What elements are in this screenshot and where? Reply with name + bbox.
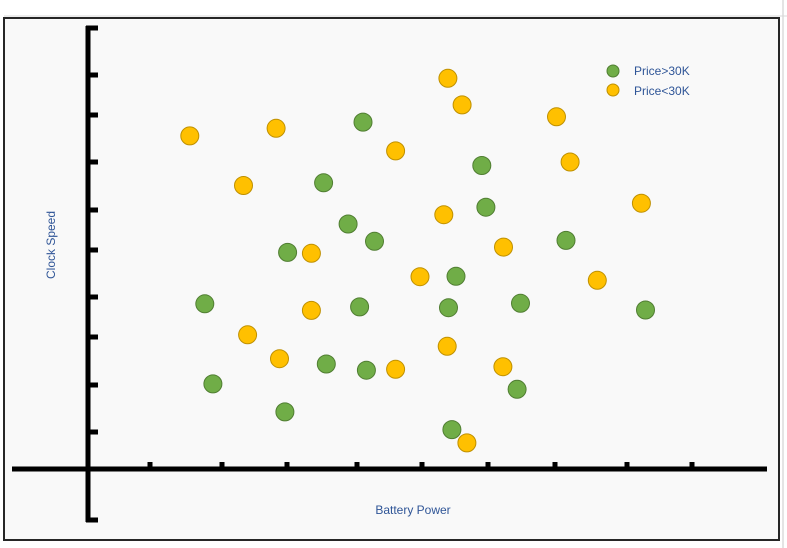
point-price-below-30k-18: [270, 349, 289, 369]
data-points: [180, 68, 655, 453]
point-price-above-30k-1: [353, 112, 373, 132]
legend-marker-price-below-30k: [606, 83, 620, 97]
x-axis-label: Battery Power: [375, 503, 450, 517]
point-price-above-30k-13: [511, 293, 530, 313]
point-price-below-30k-10: [434, 205, 454, 225]
point-price-above-30k-3: [472, 156, 492, 175]
point-price-above-30k-4: [338, 214, 358, 234]
point-price-below-30k-12: [301, 243, 321, 263]
y-axis-label: Clock Speed: [44, 211, 58, 279]
axis-ticks: [86, 25, 695, 523]
point-price-below-30k-20: [493, 357, 513, 377]
point-price-above-30k-18: [507, 379, 527, 399]
point-price-above-30k-7: [365, 231, 384, 251]
legend-label-price-above-30k: Price>30K: [634, 64, 690, 78]
point-price-above-30k-16: [356, 360, 376, 380]
point-price-above-30k-17: [203, 374, 223, 394]
point-price-below-30k-9: [631, 193, 651, 213]
point-price-below-30k-8: [234, 176, 253, 195]
point-price-below-30k-14: [587, 270, 607, 290]
point-price-below-30k-21: [457, 433, 477, 453]
point-price-above-30k-15: [316, 354, 336, 374]
point-price-below-30k-15: [301, 300, 321, 320]
point-price-below-30k-19: [386, 359, 406, 379]
point-price-above-30k-10: [195, 294, 215, 314]
point-price-above-30k-12: [439, 298, 458, 318]
point-price-below-30k-13: [410, 267, 430, 287]
point-price-above-30k-20: [442, 420, 462, 440]
point-price-below-30k-4: [266, 118, 286, 138]
point-price-below-30k-2: [452, 95, 472, 115]
point-price-below-30k-17: [437, 336, 457, 356]
point-price-below-30k-3: [547, 107, 566, 127]
point-price-below-30k-16: [238, 325, 258, 345]
point-price-above-30k-19: [275, 402, 295, 422]
legend: Price>30K Price<30K: [606, 64, 690, 98]
point-price-above-30k-11: [350, 297, 370, 317]
point-price-below-30k-6: [386, 141, 406, 161]
axes: [12, 25, 767, 523]
point-price-above-30k-2: [314, 173, 334, 193]
point-price-below-30k-7: [560, 152, 580, 172]
point-price-above-30k-14: [636, 300, 655, 320]
chart-frame: [3, 17, 780, 541]
point-price-below-30k-11: [494, 237, 513, 257]
point-price-above-30k-9: [446, 266, 466, 286]
point-price-above-30k-5: [476, 197, 496, 217]
point-price-above-30k-8: [556, 230, 576, 250]
point-price-below-30k-5: [180, 126, 200, 146]
point-price-below-30k-1: [438, 68, 458, 88]
legend-label-price-below-30k: Price<30K: [634, 84, 690, 98]
point-price-above-30k-6: [278, 242, 298, 262]
legend-marker-price-above-30k: [606, 64, 620, 78]
